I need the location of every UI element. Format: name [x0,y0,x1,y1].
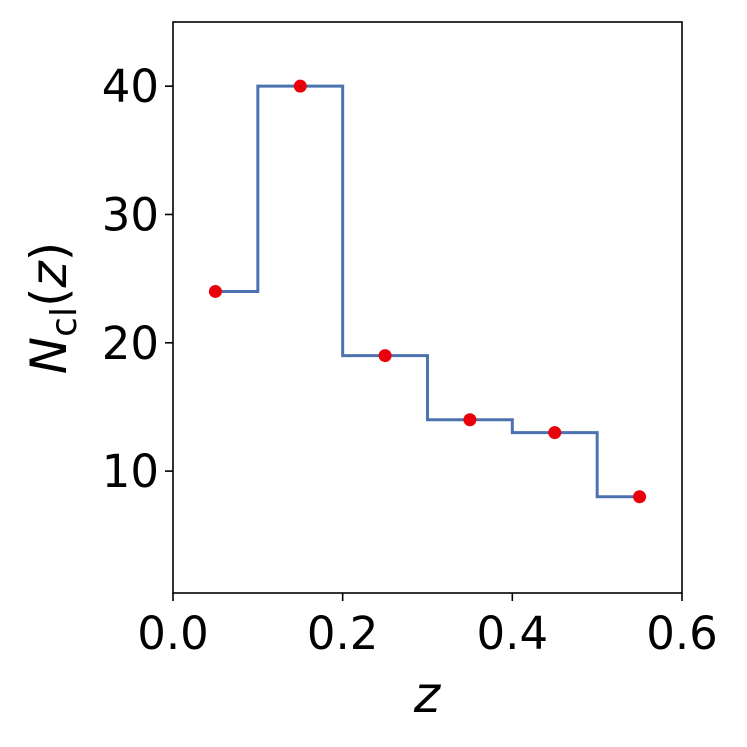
data-point [548,426,562,440]
x-axis-label: z [413,666,442,724]
y-axis-label-subscript: cl [44,307,85,337]
x-tick-label: 0.6 [646,607,718,660]
data-point [633,490,647,504]
axes-frame [172,21,683,594]
y-tick-label: 40 [102,60,159,113]
y-tick-label: 10 [102,445,159,498]
step-series-line [215,84,640,499]
y-axis-label-close-paren: ) [20,242,78,262]
y-axis-label-main: N [20,337,78,374]
x-tick-label: 0.0 [137,607,209,660]
y-tick-label: 20 [102,317,159,370]
data-point [293,79,307,93]
data-point [378,349,392,363]
data-point [463,413,477,427]
x-ticks: 0.0 0.2 0.4 0.6 [137,593,718,660]
y-tick-label: 30 [102,188,159,241]
y-axis-label-open-paren: ( [20,288,78,308]
x-tick-label: 0.4 [477,607,549,660]
y-axis-label: Ncl(z) [20,242,85,374]
x-tick-label: 0.2 [307,607,379,660]
marks-layer [208,79,647,504]
y-axis-label-arg: z [20,260,78,289]
y-ticks: 10 20 30 40 [102,60,173,498]
data-point [208,284,222,298]
